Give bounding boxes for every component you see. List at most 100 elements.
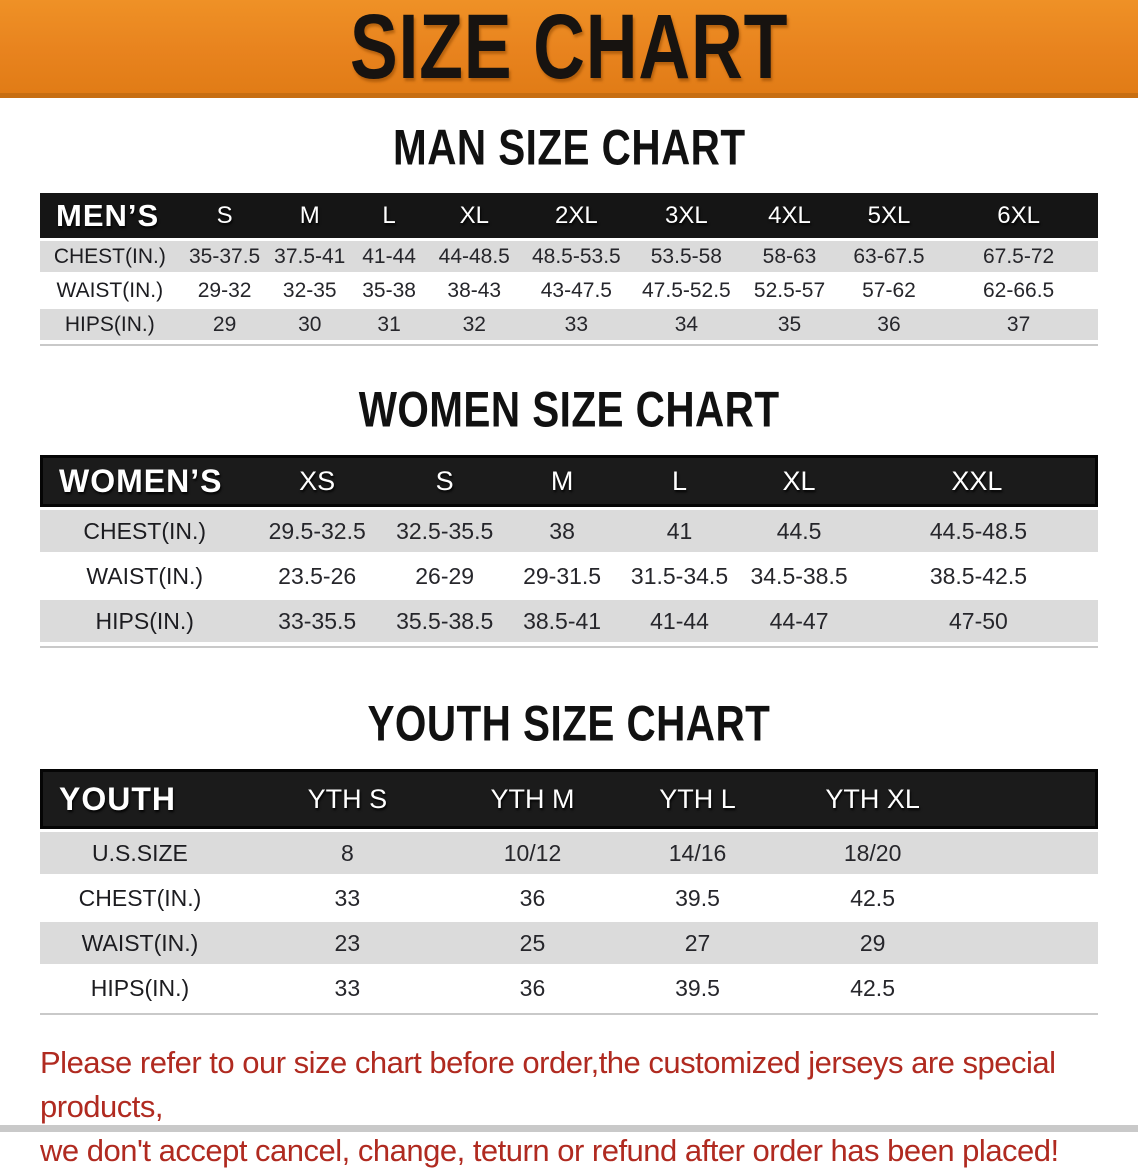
size-cell: 57-62 — [838, 275, 940, 306]
column-header: L — [619, 455, 740, 507]
column-header: XL — [739, 455, 859, 507]
size-cell: 32 — [428, 309, 521, 340]
page-title: SIZE CHART — [349, 0, 789, 98]
size-cell: 44-47 — [739, 600, 859, 642]
column-header: 4XL — [740, 193, 839, 238]
men-size-table: MEN’S S M L XL 2XL 3XL 4XL 5XL 6XL CHEST(IN.) 35-37… — [40, 190, 1098, 346]
size-cell: 29-31.5 — [504, 555, 620, 597]
size-cell-filler — [960, 832, 1098, 874]
size-cell: 52.5-57 — [740, 275, 839, 306]
size-cell: 29-32 — [179, 275, 270, 306]
order-policy-note: Please refer to our size chart before or… — [40, 1041, 1098, 1173]
size-cell: 34 — [632, 309, 741, 340]
size-cell: 38 — [504, 510, 620, 552]
size-cell: 26-29 — [384, 555, 505, 597]
size-cell: 41-44 — [619, 600, 740, 642]
size-cell: 43-47.5 — [520, 275, 633, 306]
youth-section-heading: YOUTH SIZE CHART — [0, 694, 1138, 752]
column-header: 6XL — [939, 193, 1098, 238]
size-cell: 38.5-41 — [504, 600, 620, 642]
women-section-heading-text: WOMEN SIZE CHART — [358, 380, 780, 438]
table-row: HIPS(IN.) 29 30 31 32 33 34 35 36 37 — [40, 309, 1098, 340]
column-header: M — [269, 193, 350, 238]
column-header: M — [504, 455, 620, 507]
row-label: WAIST(IN.) — [40, 555, 250, 597]
size-cell: 63-67.5 — [838, 241, 940, 272]
size-cell: 14/16 — [610, 832, 785, 874]
size-cell: 41-44 — [349, 241, 429, 272]
size-cell-filler — [960, 877, 1098, 919]
column-header: 3XL — [632, 193, 741, 238]
size-cell: 34.5-38.5 — [739, 555, 859, 597]
column-header: 2XL — [520, 193, 633, 238]
column-header: 5XL — [838, 193, 940, 238]
size-cell: 41 — [619, 510, 740, 552]
size-cell: 31 — [349, 309, 429, 340]
row-label: WAIST(IN.) — [40, 275, 180, 306]
youth-section-heading-text: YOUTH SIZE CHART — [367, 694, 771, 752]
size-cell: 23.5-26 — [249, 555, 385, 597]
column-header: YTH M — [454, 769, 611, 829]
table-row: WAIST(IN.) 23.5-26 26-29 29-31.5 31.5-34.5 34… — [40, 555, 1098, 597]
size-cell: 39.5 — [610, 877, 785, 919]
table-row: U.S.SIZE 8 10/12 14/16 18/20 — [40, 832, 1098, 874]
size-cell: 35.5-38.5 — [384, 600, 505, 642]
women-section-heading: WOMEN SIZE CHART — [0, 380, 1138, 438]
header-row: WOMEN’S XS S M L XL XXL — [40, 455, 1098, 507]
row-label: CHEST(IN.) — [40, 510, 250, 552]
size-cell: 44.5-48.5 — [858, 510, 1098, 552]
table-header-label: YOUTH — [40, 769, 240, 829]
size-cell-filler — [960, 967, 1098, 1009]
size-cell: 58-63 — [740, 241, 839, 272]
men-section-heading-text: MAN SIZE CHART — [392, 118, 746, 176]
column-header: S — [179, 193, 270, 238]
size-cell: 47-50 — [858, 600, 1098, 642]
column-header: YTH L — [610, 769, 785, 829]
size-cell: 35-37.5 — [179, 241, 270, 272]
size-cell: 31.5-34.5 — [619, 555, 740, 597]
size-cell: 30 — [269, 309, 350, 340]
banner: SIZE CHART — [0, 0, 1138, 98]
size-cell: 36 — [454, 877, 611, 919]
table-row: CHEST(IN.) 29.5-32.5 32.5-35.5 38 41 44.5 44.5… — [40, 510, 1098, 552]
row-label: WAIST(IN.) — [40, 922, 240, 964]
column-header: XL — [428, 193, 521, 238]
size-cell: 8 — [239, 832, 455, 874]
size-cell: 48.5-53.5 — [520, 241, 633, 272]
size-cell: 18/20 — [784, 832, 961, 874]
size-cell: 27 — [610, 922, 785, 964]
size-cell: 38-43 — [428, 275, 521, 306]
size-cell: 25 — [454, 922, 611, 964]
size-cell: 33 — [520, 309, 633, 340]
size-cell: 29.5-32.5 — [249, 510, 385, 552]
row-label: HIPS(IN.) — [40, 600, 250, 642]
column-header-filler — [960, 769, 1098, 829]
row-label: CHEST(IN.) — [40, 877, 240, 919]
table-header-label: MEN’S — [40, 193, 180, 238]
size-cell: 42.5 — [784, 877, 961, 919]
size-cell: 10/12 — [454, 832, 611, 874]
size-cell: 36 — [838, 309, 940, 340]
table-row: CHEST(IN.) 33 36 39.5 42.5 — [40, 877, 1098, 919]
size-cell: 42.5 — [784, 967, 961, 1009]
size-cell: 32-35 — [269, 275, 350, 306]
row-label: HIPS(IN.) — [40, 309, 180, 340]
size-cell: 62-66.5 — [939, 275, 1098, 306]
women-size-table: WOMEN’S XS S M L XL XXL CHEST(IN.) 29.5-32.5 32.5… — [40, 452, 1098, 648]
column-header: YTH XL — [784, 769, 961, 829]
men-section-heading: MAN SIZE CHART — [0, 118, 1138, 176]
size-cell: 44.5 — [739, 510, 859, 552]
order-policy-note-line1: Please refer to our size chart before or… — [40, 1045, 1056, 1125]
header-row: YOUTH YTH S YTH M YTH L YTH XL — [40, 769, 1098, 829]
size-cell: 36 — [454, 967, 611, 1009]
size-cell: 37 — [939, 309, 1098, 340]
row-label: HIPS(IN.) — [40, 967, 240, 1009]
table-row: CHEST(IN.) 35-37.5 37.5-41 41-44 44-48.5 48.5… — [40, 241, 1098, 272]
size-cell: 35-38 — [349, 275, 429, 306]
size-cell: 37.5-41 — [269, 241, 350, 272]
table-row: WAIST(IN.) 23 25 27 29 — [40, 922, 1098, 964]
size-cell: 33-35.5 — [249, 600, 385, 642]
column-header: XS — [249, 455, 385, 507]
size-cell: 47.5-52.5 — [632, 275, 741, 306]
